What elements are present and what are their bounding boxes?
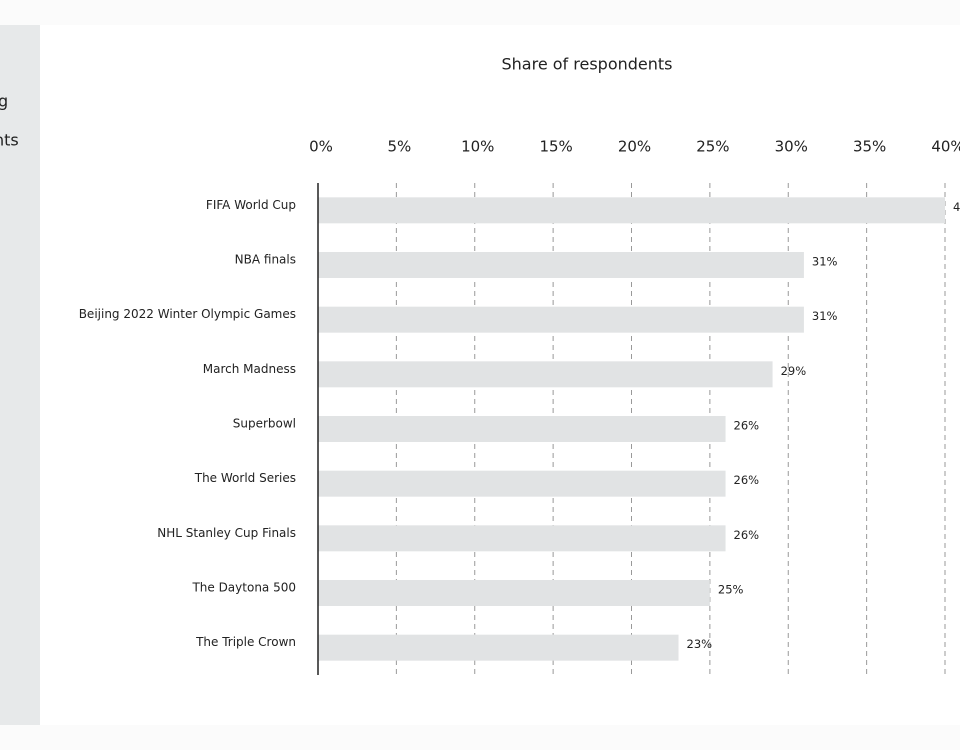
x-tick-label: 0%	[309, 138, 333, 156]
bar	[318, 525, 726, 552]
value-label: 31%	[812, 255, 838, 269]
category-label: NBA finals	[235, 253, 296, 267]
x-tick-label: 15%	[539, 138, 572, 156]
category-label: FIFA World Cup	[206, 198, 296, 212]
x-tick-label: 20%	[618, 138, 651, 156]
category-label: NHL Stanley Cup Finals	[157, 526, 296, 540]
x-tick-label: 40%	[931, 138, 960, 156]
x-tick-label: 25%	[696, 138, 729, 156]
bar	[318, 361, 773, 388]
x-tick-label: 5%	[387, 138, 411, 156]
value-label: 26%	[734, 528, 760, 542]
value-label: 26%	[734, 419, 760, 433]
side-panel	[0, 25, 40, 725]
bar	[318, 197, 945, 224]
value-label: 40%	[953, 200, 960, 214]
category-label: The World Series	[194, 471, 296, 485]
bar	[318, 306, 804, 333]
category-label: The Daytona 500	[191, 581, 296, 595]
x-tick-label: 10%	[461, 138, 494, 156]
category-label: Superbowl	[233, 417, 296, 431]
side-text: nts	[0, 131, 19, 150]
x-tick-label: 30%	[775, 138, 808, 156]
bar	[318, 634, 679, 661]
bar	[318, 470, 726, 497]
x-tick-label: 35%	[853, 138, 886, 156]
side-text: g	[0, 92, 8, 111]
value-label: 25%	[718, 583, 744, 597]
category-label: Beijing 2022 Winter Olympic Games	[79, 307, 296, 321]
category-label: The Triple Crown	[195, 635, 296, 649]
value-label: 31%	[812, 309, 838, 323]
bar	[318, 580, 710, 606]
value-label: 26%	[734, 473, 760, 487]
bar	[318, 416, 726, 442]
value-label: 29%	[781, 364, 807, 378]
value-label: 23%	[687, 637, 713, 651]
chart-title: Share of respondents	[501, 55, 672, 74]
bar	[318, 252, 804, 278]
category-label: March Madness	[203, 362, 296, 376]
plot: 0% 5% 10% 15% 20% 25% 30% 35% 40% FIFA World Cup 4…	[79, 138, 960, 675]
